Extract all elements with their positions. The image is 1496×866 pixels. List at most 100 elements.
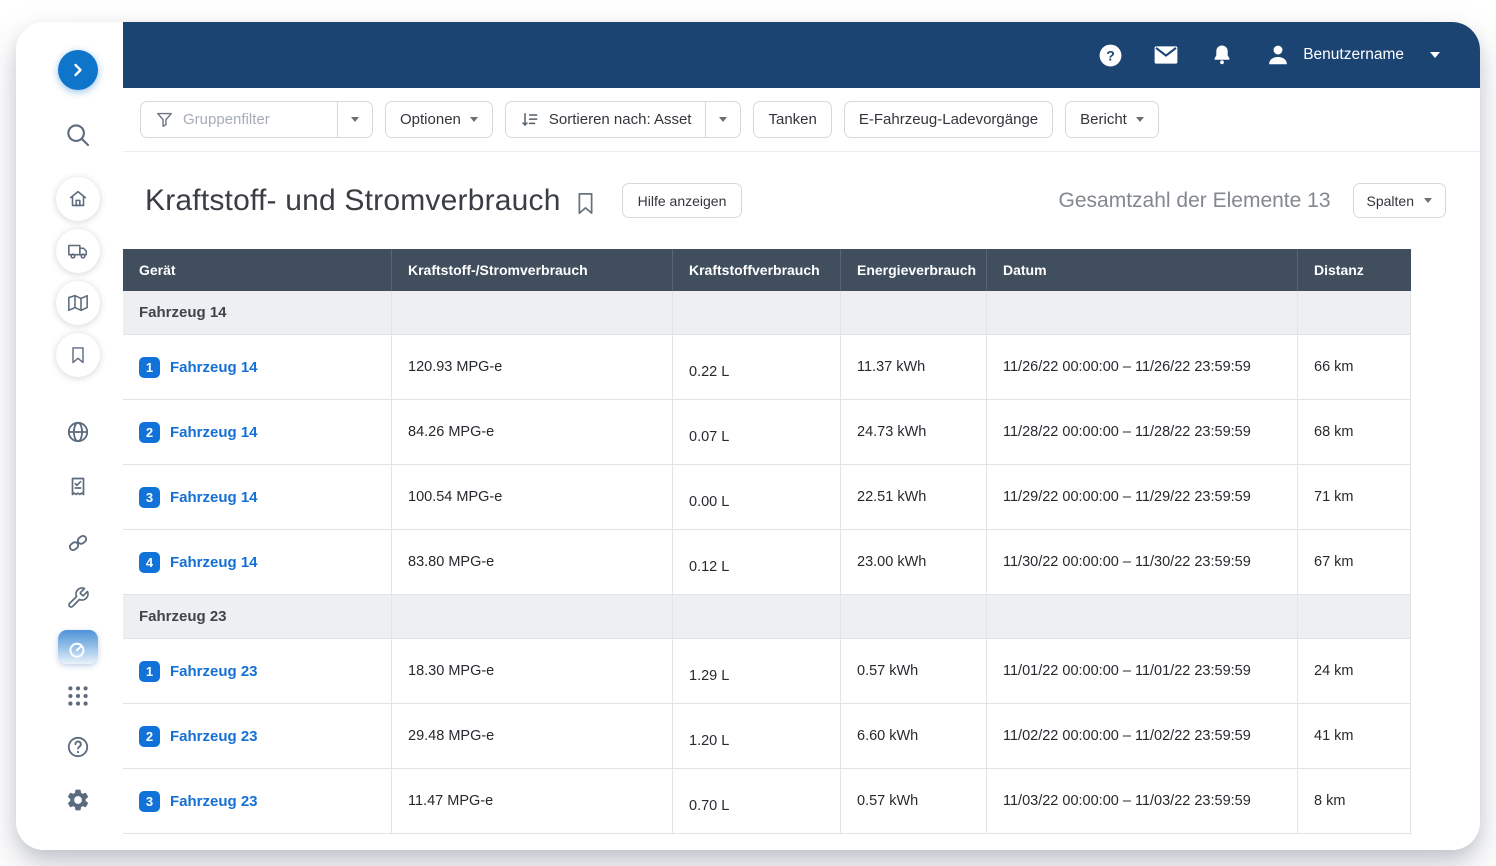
cell-energy: 6.60 kWh bbox=[841, 704, 987, 769]
table-row: 1 Fahrzeug 14 120.93 MPG-e 0.22 L 11.37 kWh 1… bbox=[123, 335, 1411, 400]
device-link[interactable]: Fahrzeug 23 bbox=[170, 727, 258, 745]
toolbar: Gruppenfilter Optionen Sortieren nach: A… bbox=[123, 88, 1480, 152]
device-link[interactable]: Fahrzeug 23 bbox=[170, 662, 258, 680]
gauge-icon bbox=[69, 642, 85, 658]
fuel-button[interactable]: Tanken bbox=[753, 101, 832, 138]
fuel-label: Tanken bbox=[768, 111, 817, 128]
cell-consumption: 83.80 MPG-e bbox=[392, 530, 673, 595]
sidebar-item-bookmarks[interactable] bbox=[56, 333, 100, 377]
app-window: ? Benutzername Gruppenfilter bbox=[16, 22, 1480, 850]
device-link[interactable]: Fahrzeug 23 bbox=[170, 792, 258, 810]
cell-distance: 24 km bbox=[1298, 639, 1411, 704]
sidebar-item-maintenance[interactable] bbox=[56, 576, 100, 620]
sidebar-expand-button[interactable] bbox=[58, 50, 98, 90]
sort-by-caret[interactable] bbox=[706, 102, 740, 137]
chevron-down-icon bbox=[1135, 117, 1144, 122]
filter-funnel-icon bbox=[157, 112, 172, 128]
cell-distance: 41 km bbox=[1298, 704, 1411, 769]
options-button[interactable]: Optionen bbox=[385, 101, 493, 138]
sort-by-combobox[interactable]: Sortieren nach: Asset bbox=[504, 101, 742, 138]
device-link[interactable]: Fahrzeug 14 bbox=[170, 423, 258, 441]
device-link[interactable]: Fahrzeug 14 bbox=[170, 553, 258, 571]
help-button[interactable]: ? bbox=[1097, 42, 1123, 68]
row-index-badge: 3 bbox=[139, 790, 160, 812]
cell-fuel: 0.12 L bbox=[673, 530, 841, 595]
cell-consumption: 11.47 MPG-e bbox=[392, 769, 673, 834]
group-filter-caret[interactable] bbox=[338, 102, 372, 137]
search-icon bbox=[67, 124, 90, 147]
column-header-consumption[interactable]: Kraftstoff-/Stromverbrauch bbox=[392, 249, 673, 291]
group-row: Fahrzeug 23 bbox=[123, 595, 1411, 639]
device-link[interactable]: Fahrzeug 14 bbox=[170, 358, 258, 376]
table-header-row: Gerät Kraftstoff-/Stromverbrauch Kraftst… bbox=[123, 249, 1411, 291]
mail-icon bbox=[1154, 46, 1178, 64]
truck-icon bbox=[68, 244, 88, 259]
ev-charging-button[interactable]: E-Fahrzeug-Ladevorgänge bbox=[843, 101, 1054, 138]
table-row: 1 Fahrzeug 23 18.30 MPG-e 1.29 L 0.57 kWh 11/… bbox=[123, 639, 1411, 704]
options-label: Optionen bbox=[400, 111, 461, 128]
sidebar-item-home[interactable] bbox=[56, 177, 100, 221]
cell-energy: 0.57 kWh bbox=[841, 769, 987, 834]
table-row: 3 Fahrzeug 23 11.47 MPG-e 0.70 L 0.57 kWh 11/… bbox=[123, 769, 1411, 834]
globe-icon bbox=[67, 421, 89, 443]
top-navbar: ? Benutzername bbox=[123, 22, 1480, 88]
show-help-button[interactable]: Hilfe anzeigen bbox=[621, 183, 743, 218]
group-label: Fahrzeug 23 bbox=[123, 595, 392, 639]
row-index-badge: 2 bbox=[139, 421, 160, 443]
cell-energy: 11.37 kWh bbox=[841, 335, 987, 400]
sidebar-item-reports[interactable] bbox=[56, 465, 100, 509]
sort-icon bbox=[522, 112, 538, 126]
notifications-button[interactable] bbox=[1209, 42, 1235, 68]
total-elements-label: Gesamtzahl der Elemente 13 bbox=[1058, 188, 1331, 212]
messages-button[interactable] bbox=[1153, 42, 1179, 68]
sidebar-item-links[interactable] bbox=[56, 521, 100, 565]
cell-distance: 8 km bbox=[1298, 769, 1411, 834]
cell-distance: 66 km bbox=[1298, 335, 1411, 400]
table-row: 4 Fahrzeug 14 83.80 MPG-e 0.12 L 23.00 kWh 11… bbox=[123, 530, 1411, 595]
report-receipt-icon bbox=[71, 477, 85, 496]
chevron-right-icon bbox=[74, 63, 82, 77]
sidebar-item-dashboard-active[interactable] bbox=[58, 630, 98, 664]
table-row: 3 Fahrzeug 14 100.54 MPG-e 0.00 L 22.51 kWh 1… bbox=[123, 465, 1411, 530]
column-header-energy[interactable]: Energieverbrauch bbox=[841, 249, 987, 291]
bookmark-page-icon[interactable] bbox=[575, 191, 596, 216]
cell-energy: 22.51 kWh bbox=[841, 465, 987, 530]
map-icon bbox=[68, 294, 88, 312]
column-header-distance[interactable]: Distanz bbox=[1298, 249, 1411, 291]
sidebar-item-search[interactable] bbox=[56, 113, 100, 157]
cell-energy: 23.00 kWh bbox=[841, 530, 987, 595]
chain-links-icon bbox=[68, 534, 88, 552]
group-filter-placeholder: Gruppenfilter bbox=[183, 111, 270, 128]
chevron-down-icon bbox=[351, 117, 359, 122]
device-link[interactable]: Fahrzeug 14 bbox=[170, 488, 258, 506]
user-menu[interactable]: Benutzername bbox=[1265, 42, 1440, 68]
sidebar-item-settings[interactable] bbox=[56, 778, 100, 822]
column-header-fuel[interactable]: Kraftstoffverbrauch bbox=[673, 249, 841, 291]
table-row: 2 Fahrzeug 23 29.48 MPG-e 1.20 L 6.60 kWh 11/… bbox=[123, 704, 1411, 769]
column-header-device[interactable]: Gerät bbox=[123, 249, 392, 291]
cell-device: 3 Fahrzeug 23 bbox=[123, 769, 392, 834]
cell-energy: 24.73 kWh bbox=[841, 400, 987, 465]
report-button[interactable]: Bericht bbox=[1065, 101, 1159, 138]
sidebar-item-zones[interactable] bbox=[56, 410, 100, 454]
sidebar-item-map[interactable] bbox=[56, 281, 100, 325]
column-header-date[interactable]: Datum bbox=[987, 249, 1298, 291]
report-label: Bericht bbox=[1080, 111, 1127, 128]
sidebar-item-vehicles[interactable] bbox=[56, 229, 100, 273]
row-index-badge: 4 bbox=[139, 551, 160, 573]
cell-fuel: 1.29 L bbox=[673, 639, 841, 704]
sidebar bbox=[16, 22, 123, 850]
sidebar-item-help[interactable] bbox=[56, 725, 100, 769]
cell-distance: 68 km bbox=[1298, 400, 1411, 465]
help-circle-icon bbox=[67, 736, 89, 758]
chevron-down-icon bbox=[719, 117, 728, 122]
cell-date: 11/28/22 00:00:00 – 11/28/22 23:59:59 bbox=[987, 400, 1298, 465]
cell-date: 11/03/22 00:00:00 – 11/03/22 23:59:59 bbox=[987, 769, 1298, 834]
group-filter-combobox[interactable]: Gruppenfilter bbox=[140, 101, 373, 138]
sidebar-item-apps[interactable] bbox=[56, 674, 100, 718]
group-row: Fahrzeug 14 bbox=[123, 291, 1411, 335]
columns-button[interactable]: Spalten bbox=[1352, 183, 1446, 218]
cell-fuel: 0.70 L bbox=[673, 769, 841, 834]
cell-distance: 71 km bbox=[1298, 465, 1411, 530]
bell-icon bbox=[1214, 45, 1230, 65]
